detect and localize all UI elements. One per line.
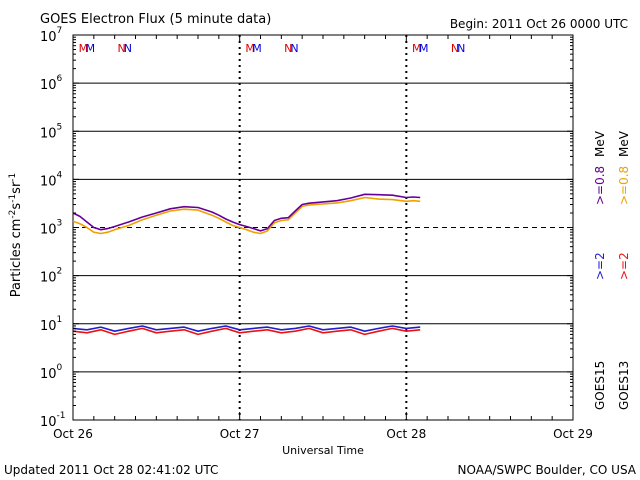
- y-tick-label: 100: [40, 363, 63, 382]
- legend-goes13: GOES13 >=2 >=0.8 MeV: [617, 130, 631, 410]
- satellite-marker: N: [284, 42, 292, 55]
- legend-mev-1: MeV: [593, 130, 607, 157]
- y-tick-label: 105: [40, 122, 62, 141]
- chart-title: GOES Electron Flux (5 minute data): [40, 12, 271, 27]
- x-tick-label: Oct 27: [220, 427, 260, 441]
- satellite-marker: N: [117, 42, 125, 55]
- y-tick-label: 103: [40, 219, 62, 238]
- satellite-marker: N: [451, 42, 459, 55]
- x-tick-label: Oct 26: [53, 427, 93, 441]
- satellite-marker: M: [86, 42, 96, 55]
- x-tick-label: Oct 29: [553, 427, 593, 441]
- series-line: [72, 193, 421, 232]
- legend-goes15-label: GOES15: [593, 361, 607, 410]
- satellite-marker: M: [412, 42, 422, 55]
- satellite-markers: MM NN MM NN MM NN: [79, 42, 466, 55]
- legend-goes15: GOES15 >=2 >=0.8 MeV: [593, 130, 607, 410]
- satellite-marker: N: [124, 42, 132, 55]
- series-group: [72, 193, 421, 336]
- series-line: [72, 325, 421, 333]
- y-tick-label: 102: [40, 267, 62, 286]
- updated-timestamp: Updated 2011 Oct 28 02:41:02 UTC: [4, 463, 218, 477]
- legend-mev-2: MeV: [617, 130, 631, 157]
- satellite-marker: M: [245, 42, 255, 55]
- legend-goes15-ge08: >=0.8: [593, 166, 607, 205]
- y-axis-label: Particles cm-2s-1sr-1: [8, 173, 24, 298]
- series-line: [72, 196, 421, 235]
- satellite-marker: N: [457, 42, 465, 55]
- series-line: [72, 327, 421, 336]
- x-axis-label: Universal Time: [282, 444, 364, 457]
- y-tick-label: 106: [40, 74, 63, 93]
- y-tick-label: 104: [40, 170, 63, 189]
- x-tick-label: Oct 28: [386, 427, 426, 441]
- begin-time: Begin: 2011 Oct 26 0000 UTC: [450, 17, 628, 31]
- satellite-marker: M: [252, 42, 262, 55]
- satellite-marker: N: [290, 42, 298, 55]
- legend-goes13-ge08: >=0.8: [617, 166, 631, 205]
- legend-goes13-ge2: >=2: [617, 252, 631, 280]
- y-tick-label: 107: [40, 26, 62, 45]
- y-axis-label-text: Particles cm-2s-1sr-1: [8, 173, 24, 298]
- x-axis-ticks: Oct 26 Oct 27 Oct 28 Oct 29: [53, 35, 593, 441]
- gridlines: [73, 82, 573, 373]
- credit-text: NOAA/SWPC Boulder, CO USA: [458, 463, 637, 477]
- legend-goes15-ge2: >=2: [593, 252, 607, 280]
- y-tick-label: 101: [40, 315, 62, 334]
- legend-goes13-label: GOES13: [617, 361, 631, 410]
- satellite-marker: M: [79, 42, 89, 55]
- satellite-marker: M: [419, 42, 429, 55]
